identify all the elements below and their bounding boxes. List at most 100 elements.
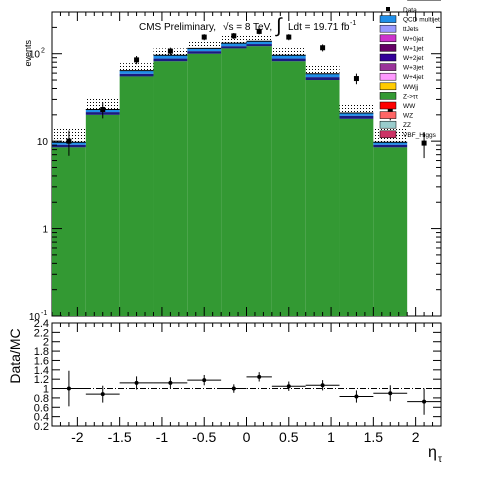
data-point-9 bbox=[353, 76, 359, 82]
y-tick-exponent-3: 2 bbox=[41, 48, 45, 55]
title-prefix: CMS Preliminary, bbox=[139, 22, 216, 33]
legend-marker-0 bbox=[386, 7, 390, 11]
ratio-y-tick-label-11: 2.4 bbox=[34, 318, 49, 330]
legend-swatch-12 bbox=[379, 120, 397, 129]
legend-label-1: QCD multijet bbox=[403, 17, 440, 24]
stack-bar-0-4 bbox=[187, 53, 222, 317]
ratio-point-4 bbox=[202, 378, 207, 383]
legend-label-9: Z->ττ bbox=[403, 93, 418, 100]
legend-swatch-8 bbox=[379, 82, 397, 91]
stack-bar-2-8 bbox=[305, 73, 340, 78]
ratio-point-0 bbox=[66, 386, 71, 391]
ratio-y-tick-label-6: 1.4 bbox=[34, 365, 49, 377]
stack-bar-1-3 bbox=[153, 58, 188, 62]
legend-label-0: Data bbox=[403, 7, 417, 14]
stack-bar-1-6 bbox=[246, 44, 272, 47]
uncertainty-bin-9 bbox=[339, 103, 374, 113]
ratio-y-tick-label-4: 1 bbox=[43, 384, 49, 396]
stack-bar-0-6 bbox=[246, 46, 272, 316]
ratio-x-axis-ticks: -2 -1.5 -1 -0.5 0 0.5 1 1.5 2 bbox=[51, 323, 442, 445]
title-energy: √s = 8 TeV, bbox=[223, 21, 272, 33]
stack-bar-0-3 bbox=[153, 61, 188, 316]
uncertainty-bin-2 bbox=[119, 63, 154, 71]
stack-bar-1-2 bbox=[119, 73, 154, 77]
legend-swatch-10 bbox=[379, 101, 397, 110]
ratio-point-6 bbox=[257, 374, 262, 379]
stack-bar-1-7 bbox=[271, 58, 306, 62]
y-tick-exponent-0: -1 bbox=[41, 310, 47, 317]
ratio-point-5 bbox=[231, 386, 236, 391]
ratio-y-tick-label-3: 0.8 bbox=[34, 393, 49, 405]
stack-bar-0-9 bbox=[339, 118, 374, 316]
x-tick-label-5: 0.5 bbox=[279, 429, 299, 445]
stack-bar-1-8 bbox=[305, 77, 340, 81]
legend-swatch-9 bbox=[379, 92, 397, 100]
y-tick-label-1: 1 bbox=[42, 225, 48, 236]
legend-label-12: ZZ bbox=[403, 122, 411, 129]
ratio-point-1 bbox=[100, 392, 105, 397]
x-tick-label-8: 2 bbox=[412, 429, 420, 445]
stack-bar-2-6 bbox=[246, 41, 272, 45]
x-axis-label: η τ bbox=[428, 444, 442, 465]
data-point-1 bbox=[100, 107, 106, 113]
legend: Data QCD multijet ttJets W+0jet W+1jet W+2jet… bbox=[379, 7, 440, 139]
ratio-point-3 bbox=[168, 380, 173, 385]
uncertainty-bin-5 bbox=[221, 35, 247, 44]
ratio-y-tick-label-5: 1.2 bbox=[34, 374, 49, 386]
x-axis-ticks bbox=[51, 12, 442, 316]
x-axis-label-main: η bbox=[428, 444, 437, 461]
ratio-points bbox=[52, 370, 441, 415]
ratio-y-tick-label-2: 0.6 bbox=[34, 402, 49, 414]
data-point-5 bbox=[231, 33, 237, 39]
stack-bar-2-9 bbox=[339, 112, 374, 116]
x-tick-label-7: 1.5 bbox=[364, 429, 384, 445]
legend-swatch-2 bbox=[379, 24, 397, 33]
chart-title: CMS Preliminary, √s = 8 TeV, ∫ Ldt = 19.… bbox=[139, 15, 356, 37]
ratio-y-tick-label-0: 0.2 bbox=[34, 421, 49, 433]
ratio-y-tick-label-7: 1.6 bbox=[34, 355, 49, 367]
stack-bar-0-7 bbox=[271, 61, 306, 316]
legend-swatch-7 bbox=[379, 72, 397, 81]
legend-label-4: W+1jet bbox=[403, 45, 424, 52]
legend-swatch-13 bbox=[379, 130, 397, 139]
legend-swatch-6 bbox=[379, 63, 397, 71]
data-point-11 bbox=[421, 140, 427, 146]
legend-label-8: WWjj bbox=[403, 84, 418, 91]
stack-bar-0-0 bbox=[52, 147, 86, 316]
stack-bar-2-10 bbox=[373, 142, 408, 145]
title-lumi-exponent: -1 bbox=[350, 20, 356, 27]
stack-bar-2-4 bbox=[187, 48, 222, 52]
data-point-6 bbox=[256, 28, 262, 34]
stack-bar-1-4 bbox=[187, 51, 222, 54]
legend-label-3: W+0jet bbox=[403, 36, 424, 43]
legend-label-5: W+2jet bbox=[403, 55, 424, 62]
legend-label-2: ttJets bbox=[403, 26, 419, 33]
x-axis-label-subscript: τ bbox=[438, 454, 442, 465]
ratio-point-11 bbox=[422, 399, 427, 404]
legend-swatch-5 bbox=[379, 53, 397, 62]
title-integral: ∫ bbox=[275, 15, 283, 37]
uncertainty-bin-6 bbox=[246, 35, 272, 42]
stack-bar-1-9 bbox=[339, 115, 374, 119]
x-tick-label-6: 1 bbox=[327, 429, 335, 445]
stack-bar-2-3 bbox=[153, 55, 188, 59]
legend-label-7: W+4jet bbox=[403, 74, 424, 81]
ratio-panel: 0.20.40.60.811.21.41.61.822.22.4 -2 -1.5-… bbox=[7, 318, 442, 465]
legend-swatch-1 bbox=[379, 15, 397, 23]
legend-label-10: WW bbox=[403, 103, 416, 110]
data-point-10 bbox=[387, 108, 393, 114]
stack-bar-1-5 bbox=[221, 46, 247, 49]
legend-swatch-3 bbox=[379, 34, 397, 43]
ratio-point-8 bbox=[320, 383, 325, 388]
legend-swatch-11 bbox=[379, 111, 397, 119]
uncertainty-bin-4 bbox=[187, 40, 222, 49]
legend-label-11: WZ bbox=[403, 113, 413, 120]
uncertainty-bin-8 bbox=[305, 65, 340, 74]
x-tick-label-0: -2 bbox=[71, 429, 84, 445]
x-tick-label-2: -1 bbox=[156, 429, 169, 445]
stack-bar-2-2 bbox=[119, 70, 154, 74]
